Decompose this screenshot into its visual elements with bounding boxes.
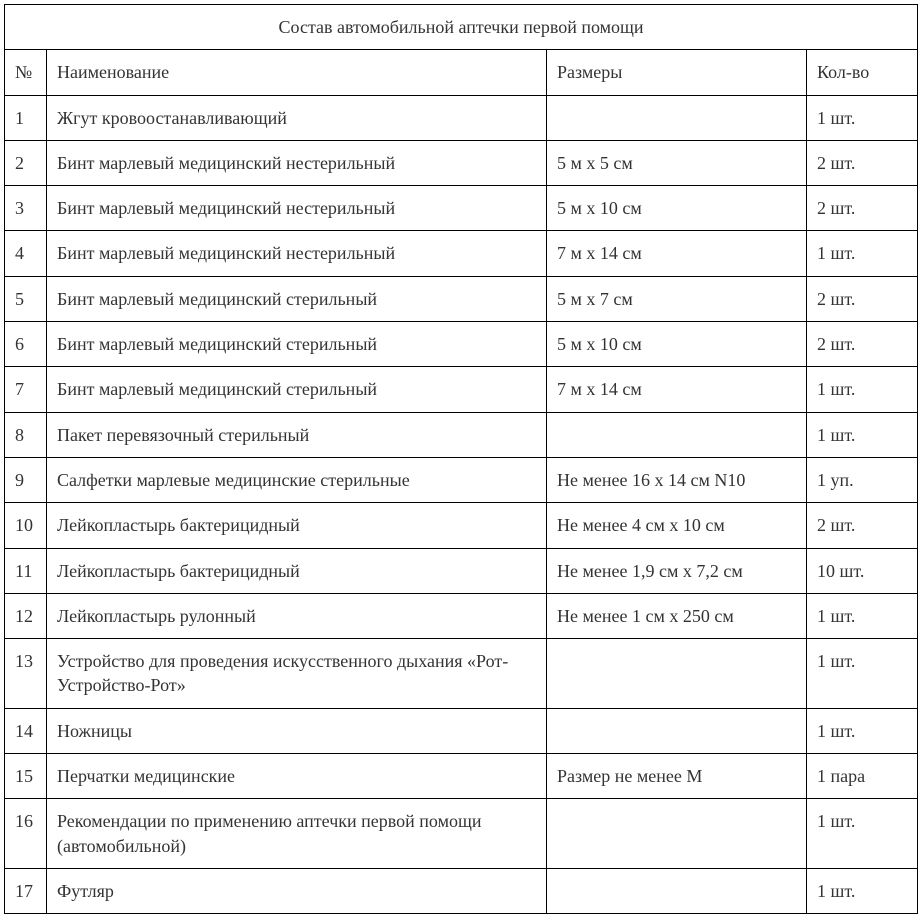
- table-row: 16 Рекомендации по применению аптечки пе…: [5, 799, 918, 869]
- cell-number: 5: [5, 276, 47, 321]
- cell-number: 1: [5, 95, 47, 140]
- cell-name: Бинт марлевый медицинский стерильный: [47, 367, 547, 412]
- cell-size: [547, 868, 807, 913]
- cell-size: 7 м x 14 см: [547, 231, 807, 276]
- cell-name: Жгут кровоостанавливающий: [47, 95, 547, 140]
- cell-size: [547, 639, 807, 709]
- cell-size: 5 м x 10 см: [547, 322, 807, 367]
- cell-name: Ножницы: [47, 708, 547, 753]
- cell-name: Футляр: [47, 868, 547, 913]
- cell-size: Не менее 16 x 14 см N10: [547, 457, 807, 502]
- cell-qty: 1 уп.: [807, 457, 918, 502]
- cell-qty: 1 шт.: [807, 799, 918, 869]
- cell-name: Бинт марлевый медицинский стерильный: [47, 276, 547, 321]
- table-row: 8 Пакет перевязочный стерильный 1 шт.: [5, 412, 918, 457]
- table-row: 17 Футляр 1 шт.: [5, 868, 918, 913]
- table-row: 7 Бинт марлевый медицинский стерильный 7…: [5, 367, 918, 412]
- table-row: 6 Бинт марлевый медицинский стерильный 5…: [5, 322, 918, 367]
- cell-size: 5 м x 5 см: [547, 140, 807, 185]
- table-row: 11 Лейкопластырь бактерицидный Не менее …: [5, 548, 918, 593]
- cell-name: Лейкопластырь рулонный: [47, 593, 547, 638]
- cell-number: 12: [5, 593, 47, 638]
- table-row: 1 Жгут кровоостанавливающий 1 шт.: [5, 95, 918, 140]
- cell-size: [547, 708, 807, 753]
- table-row: 14 Ножницы 1 шт.: [5, 708, 918, 753]
- cell-qty: 1 шт.: [807, 95, 918, 140]
- cell-name: Рекомендации по применению аптечки перво…: [47, 799, 547, 869]
- table-title: Состав автомобильной аптечки первой помо…: [5, 5, 918, 50]
- col-header-number: №: [5, 50, 47, 95]
- cell-qty: 1 шт.: [807, 231, 918, 276]
- col-header-size: Размеры: [547, 50, 807, 95]
- cell-size: Не менее 1 см x 250 см: [547, 593, 807, 638]
- first-aid-kit-table: Состав автомобильной аптечки первой помо…: [4, 4, 918, 914]
- cell-number: 8: [5, 412, 47, 457]
- cell-name: Салфетки марлевые медицинские стерильные: [47, 457, 547, 502]
- col-header-name: Наименование: [47, 50, 547, 95]
- table-row: 10 Лейкопластырь бактерицидный Не менее …: [5, 503, 918, 548]
- cell-number: 14: [5, 708, 47, 753]
- cell-size: 5 м x 10 см: [547, 186, 807, 231]
- cell-number: 9: [5, 457, 47, 502]
- cell-size: 7 м x 14 см: [547, 367, 807, 412]
- cell-number: 17: [5, 868, 47, 913]
- cell-number: 10: [5, 503, 47, 548]
- table-row: 2 Бинт марлевый медицинский нестерильный…: [5, 140, 918, 185]
- cell-size: Не менее 4 см x 10 см: [547, 503, 807, 548]
- cell-name: Пакет перевязочный стерильный: [47, 412, 547, 457]
- cell-qty: 10 шт.: [807, 548, 918, 593]
- table-row: 15 Перчатки медицинские Размер не менее …: [5, 754, 918, 799]
- cell-qty: 1 пара: [807, 754, 918, 799]
- table-body: 1 Жгут кровоостанавливающий 1 шт. 2 Бинт…: [5, 95, 918, 914]
- cell-name: Бинт марлевый медицинский нестерильный: [47, 231, 547, 276]
- cell-size: [547, 95, 807, 140]
- cell-qty: 1 шт.: [807, 708, 918, 753]
- cell-number: 16: [5, 799, 47, 869]
- table-row: 3 Бинт марлевый медицинский нестерильный…: [5, 186, 918, 231]
- cell-name: Лейкопластырь бактерицидный: [47, 548, 547, 593]
- cell-number: 2: [5, 140, 47, 185]
- cell-name: Бинт марлевый медицинский стерильный: [47, 322, 547, 367]
- cell-qty: 2 шт.: [807, 276, 918, 321]
- cell-qty: 1 шт.: [807, 639, 918, 709]
- table-row: 5 Бинт марлевый медицинский стерильный 5…: [5, 276, 918, 321]
- cell-size: 5 м x 7 см: [547, 276, 807, 321]
- col-header-qty: Кол-во: [807, 50, 918, 95]
- cell-name: Бинт марлевый медицинский нестерильный: [47, 186, 547, 231]
- cell-name: Устройство для проведения искусственного…: [47, 639, 547, 709]
- cell-number: 4: [5, 231, 47, 276]
- table-row: 13 Устройство для проведения искусственн…: [5, 639, 918, 709]
- cell-number: 7: [5, 367, 47, 412]
- cell-size: [547, 799, 807, 869]
- cell-name: Бинт марлевый медицинский нестерильный: [47, 140, 547, 185]
- cell-name: Перчатки медицинские: [47, 754, 547, 799]
- cell-number: 3: [5, 186, 47, 231]
- table-row: 4 Бинт марлевый медицинский нестерильный…: [5, 231, 918, 276]
- cell-number: 13: [5, 639, 47, 709]
- cell-qty: 2 шт.: [807, 186, 918, 231]
- cell-number: 15: [5, 754, 47, 799]
- cell-name: Лейкопластырь бактерицидный: [47, 503, 547, 548]
- table-row: 9 Салфетки марлевые медицинские стерильн…: [5, 457, 918, 502]
- cell-qty: 1 шт.: [807, 412, 918, 457]
- cell-size: Не менее 1,9 см x 7,2 см: [547, 548, 807, 593]
- cell-qty: 1 шт.: [807, 868, 918, 913]
- cell-size: Размер не менее M: [547, 754, 807, 799]
- cell-number: 6: [5, 322, 47, 367]
- cell-qty: 2 шт.: [807, 322, 918, 367]
- cell-qty: 2 шт.: [807, 140, 918, 185]
- cell-qty: 2 шт.: [807, 503, 918, 548]
- cell-size: [547, 412, 807, 457]
- title-row: Состав автомобильной аптечки первой помо…: [5, 5, 918, 50]
- cell-number: 11: [5, 548, 47, 593]
- header-row: № Наименование Размеры Кол-во: [5, 50, 918, 95]
- table-row: 12 Лейкопластырь рулонный Не менее 1 см …: [5, 593, 918, 638]
- cell-qty: 1 шт.: [807, 593, 918, 638]
- cell-qty: 1 шт.: [807, 367, 918, 412]
